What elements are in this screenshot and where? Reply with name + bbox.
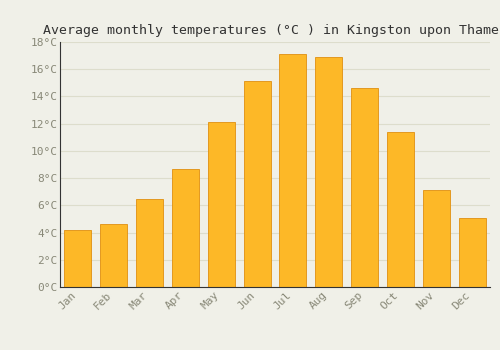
Bar xyxy=(100,224,127,287)
Bar xyxy=(458,218,485,287)
Bar xyxy=(351,88,378,287)
Bar xyxy=(387,132,414,287)
Bar xyxy=(244,82,270,287)
Bar xyxy=(64,230,92,287)
Bar xyxy=(423,190,450,287)
Bar xyxy=(280,54,306,287)
Bar xyxy=(172,169,199,287)
Bar xyxy=(136,198,163,287)
Bar xyxy=(208,122,234,287)
Bar xyxy=(316,57,342,287)
Title: Average monthly temperatures (°C ) in Kingston upon Thames: Average monthly temperatures (°C ) in Ki… xyxy=(43,24,500,37)
